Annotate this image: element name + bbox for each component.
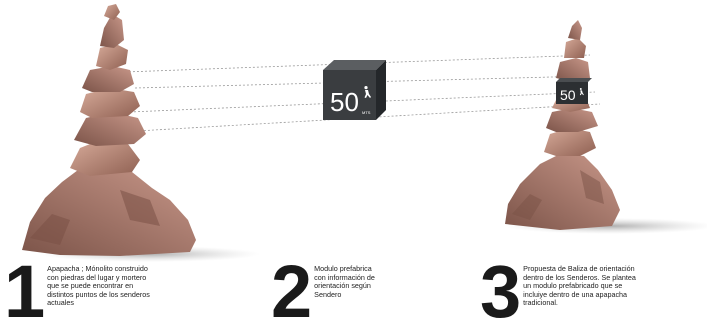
cairn-stone — [544, 128, 596, 156]
step-2: 2 Modulo prefabrica con información de o… — [271, 250, 424, 333]
cairn-stone — [74, 112, 146, 146]
cairn-base-shade — [512, 170, 604, 220]
hiker-icon — [364, 86, 371, 98]
step-3: 3 Propuesta de Baliza de orientación den… — [480, 250, 673, 333]
step-number: 1 — [4, 250, 45, 333]
cairn-stone — [82, 66, 134, 92]
step-1: 1 Apapacha ; Mónolito construido con pie… — [4, 250, 197, 333]
module-large-unit: MTS — [362, 110, 371, 115]
cairn-stone — [104, 4, 120, 20]
module-small-number: 50 — [560, 87, 576, 103]
module-large-number: 50 — [330, 87, 359, 117]
step-description: Propuesta de Baliza de orientación dentr… — [523, 264, 636, 308]
step-description: Apapacha ; Mónolito construido con piedr… — [47, 264, 150, 308]
left-cairn — [22, 4, 196, 256]
cairn-stone — [96, 44, 128, 70]
cairn-stone — [556, 58, 590, 82]
cairn-stone — [80, 88, 140, 118]
right-cairn: 50 — [505, 20, 620, 230]
cairn-stone — [564, 38, 586, 58]
cairn-base-shade — [30, 190, 160, 245]
step-number: 3 — [480, 250, 521, 333]
module-large-side — [376, 60, 386, 120]
diagram-illustration: 50 MTS 50 — [22, 4, 707, 262]
cairn-stone — [546, 108, 598, 132]
cairn-stone — [100, 14, 124, 48]
cairn-stone — [568, 20, 582, 40]
module-small-face — [556, 82, 588, 104]
hiker-icon — [579, 88, 584, 96]
cairn-stone — [70, 140, 140, 176]
module-large-top — [323, 60, 386, 70]
cairn-base-rock — [505, 154, 620, 230]
step-number: 2 — [271, 250, 312, 333]
module-large: 50 MTS — [323, 60, 386, 120]
cairn-base-rock — [22, 166, 196, 256]
module-small-top — [556, 78, 592, 82]
module-small: 50 — [556, 78, 592, 104]
step-description: Modulo prefabrica con información de ori… — [314, 264, 375, 299]
